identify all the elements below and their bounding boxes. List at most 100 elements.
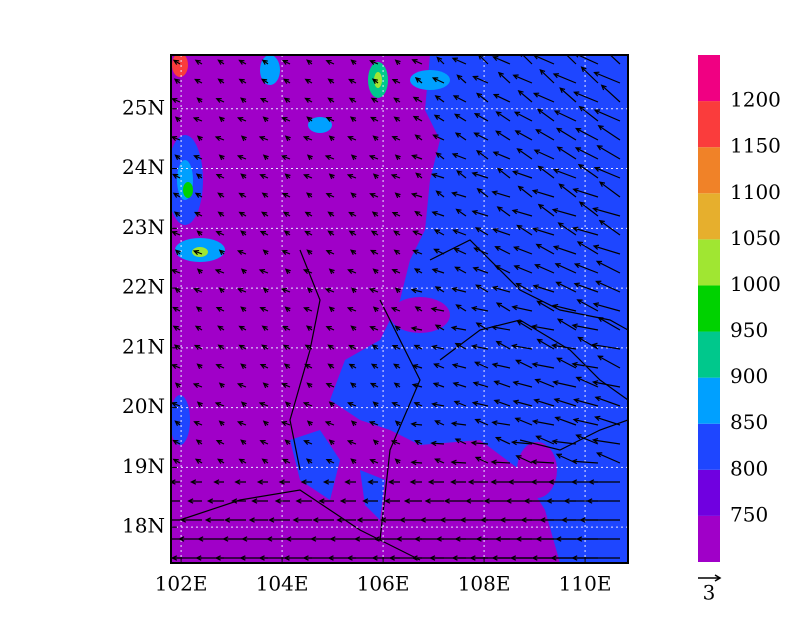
wind-vector <box>325 116 335 122</box>
wind-vector <box>473 132 489 141</box>
wind-vector <box>413 402 423 407</box>
wind-vector <box>453 400 467 407</box>
grid <box>171 55 628 563</box>
wind-vector <box>282 344 291 350</box>
wind-vector <box>476 92 489 103</box>
wind-vector <box>327 344 335 350</box>
wind-vector <box>248 517 268 523</box>
wind-vector <box>240 363 247 370</box>
wind-vector <box>284 135 291 142</box>
wind-vector <box>475 322 489 331</box>
wind-vector <box>473 112 489 122</box>
wind-vector <box>238 458 247 464</box>
wind-vector <box>424 498 444 504</box>
wind-vector <box>534 378 555 388</box>
wind-vector <box>224 517 246 523</box>
wind-vector <box>240 173 247 180</box>
wind-vector <box>507 479 532 485</box>
wind-vector <box>430 306 445 313</box>
wind-vector <box>512 170 533 179</box>
wind-vector <box>171 401 181 408</box>
colorbar-box <box>698 239 720 286</box>
field-patch <box>390 297 450 333</box>
wind-vector <box>391 78 401 84</box>
wind-vector <box>349 249 357 255</box>
wind-vector <box>554 416 577 426</box>
wind-vector <box>490 324 511 331</box>
wind-vector <box>236 382 247 388</box>
wind-vector <box>238 192 247 198</box>
wind-vector <box>336 517 356 523</box>
wind-vector <box>492 56 511 65</box>
wind-vector <box>196 135 203 142</box>
wind-vector <box>303 173 313 179</box>
wind-vector <box>350 420 357 427</box>
wind-vector <box>174 249 181 256</box>
wind-vector <box>197 536 224 542</box>
wind-vector <box>328 135 335 142</box>
colorbar-box <box>698 423 720 470</box>
wind-vector <box>325 192 335 198</box>
wind-vector <box>281 249 291 255</box>
wind-vector <box>394 59 401 66</box>
wind-vector <box>571 555 620 561</box>
wind-vector <box>393 116 401 122</box>
wind-vector <box>370 97 379 103</box>
wind-vector <box>196 97 203 104</box>
wind-vector <box>497 71 511 84</box>
y-tick-label: 25N <box>122 95 165 119</box>
wind-vector <box>174 382 181 389</box>
wind-vector <box>450 421 467 427</box>
wind-vector <box>391 135 401 141</box>
wind-vector <box>451 363 467 369</box>
wind-vector <box>328 439 335 446</box>
wind-vector <box>350 287 357 294</box>
wind-vector <box>327 78 335 84</box>
wind-vector <box>368 420 379 427</box>
axes: 102E 104E 106E 108E 110E 18N 19N 20N 21N 22N 23N 24… <box>122 95 611 595</box>
wind-vector <box>284 173 291 180</box>
wind-vector <box>261 192 269 198</box>
wind-vector <box>536 300 555 312</box>
wind-vector <box>325 382 335 388</box>
wind-vectors <box>171 55 621 561</box>
wind-vector <box>556 357 577 369</box>
wind-vector <box>414 76 423 84</box>
y-tick-label: 24N <box>122 155 165 179</box>
wind-vector <box>515 455 533 464</box>
wind-vector <box>456 74 467 84</box>
wind-vector <box>214 268 225 275</box>
y-tick-label: 19N <box>122 454 165 478</box>
wind-vector <box>531 419 555 426</box>
wind-vector <box>494 265 511 274</box>
wind-vector <box>372 401 379 408</box>
wind-vector <box>349 116 357 122</box>
wind-vector <box>240 306 247 313</box>
wind-vector <box>372 439 379 446</box>
x-tick-label: 106E <box>357 572 410 596</box>
wind-vector <box>238 59 247 65</box>
wind-vector <box>451 57 467 65</box>
wind-vector <box>552 245 577 255</box>
wind-vector <box>192 382 203 389</box>
wind-vector <box>475 284 489 293</box>
wind-vector <box>369 192 379 198</box>
wind-vector <box>514 130 533 141</box>
wind-vector <box>394 420 401 427</box>
wind-vector <box>537 165 555 179</box>
wind-vector <box>531 324 555 331</box>
wind-vector <box>268 517 290 523</box>
wind-vector <box>539 68 555 84</box>
wind-vector <box>475 150 489 160</box>
wind-vector <box>454 266 467 274</box>
wind-vector <box>283 97 291 103</box>
wind-vector <box>391 344 401 350</box>
wind-vector <box>304 230 313 236</box>
wind-vector <box>455 304 467 312</box>
wind-vector <box>195 439 203 445</box>
wind-vector <box>303 439 313 445</box>
wind-vector <box>512 399 533 407</box>
wind-vector <box>280 287 291 294</box>
wind-vector <box>450 459 467 466</box>
wind-vector <box>373 536 400 542</box>
